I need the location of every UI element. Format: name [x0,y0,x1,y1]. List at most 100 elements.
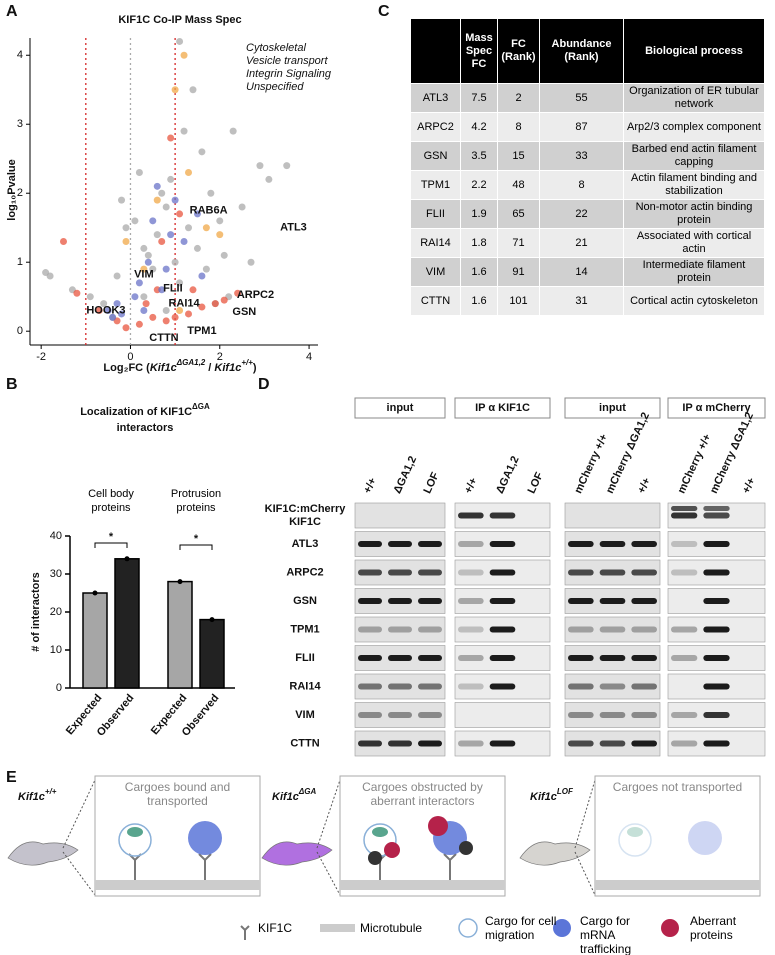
band [703,683,730,690]
band [568,626,594,633]
annotation: VIM [134,269,154,281]
table-cell: CTTN [410,286,461,316]
band [458,655,484,661]
band [489,740,516,747]
table-cell: 8 [539,170,624,200]
point [198,303,206,311]
legend-entry: Aberrant proteins [690,914,737,942]
point [176,37,184,45]
blot-box [354,616,446,643]
y-tick-label: 4 [17,49,23,61]
x-tick-label: 0 [127,351,133,363]
legend-entry: Cargo for cell migration [485,914,557,942]
table-cell: 3.5 [460,141,498,171]
label-part: +/+ [241,358,253,367]
point [162,265,170,273]
significance-label: * [109,531,114,543]
band [489,683,516,690]
band [388,569,412,576]
label-part: Localization of KIF1C [80,406,192,418]
table-row: GSN 3.5 15 33 Barbed end actin filament capp… [410,141,765,171]
table-cell: 2 [497,83,540,113]
band [631,541,657,547]
point [122,238,130,246]
table-cell: 15 [497,141,540,171]
genotype: Kif1cΔGA [272,787,317,803]
band [568,598,594,604]
point [95,307,103,315]
lane-label: LOF [421,470,441,495]
table-cell: Cortical actin cytoskeleton [623,286,765,316]
row-label: RAI14 [289,680,321,692]
annotation: RAI14 [168,298,200,310]
point [140,265,148,273]
panel-letter: A [6,3,18,20]
point [158,286,166,294]
point [149,265,157,273]
table-cell: 8 [497,112,540,142]
band [671,655,698,661]
row-label: GSN [293,595,317,607]
point [162,307,170,315]
point [144,258,152,266]
point [216,217,224,225]
table-cell: VIM [410,257,461,287]
label-part: / [205,362,214,374]
band [388,626,412,633]
table-cell: 31 [539,286,624,316]
table-cell: Non-motor actin binding protein [623,199,765,229]
point [220,251,228,259]
band [418,740,442,747]
point [153,196,161,204]
genotype: Kif1c+/+ [18,787,57,803]
band [358,712,382,718]
band [358,598,382,604]
band [418,541,442,547]
band [489,512,516,519]
point [185,310,193,318]
legend-entry: Unspecified [246,81,304,93]
point [265,175,273,183]
legend-icon [661,919,679,937]
band [358,569,382,576]
label-part: ΔGA1,2 [176,358,206,367]
table-cell: 55 [539,83,624,113]
column-header: Mass Spec FC [460,18,498,84]
kif1c-motor [198,853,212,880]
band [599,541,626,547]
zoom-box [94,775,261,897]
point [46,272,54,280]
point [202,265,210,273]
table-cell: 14 [539,257,624,287]
point [189,286,197,294]
point [176,279,184,287]
column-header: Biological process [623,18,765,84]
point [185,224,193,232]
aberrant-protein [384,842,400,858]
point [209,617,215,623]
point [180,238,188,246]
band [388,541,412,547]
point [167,175,175,183]
kif1c-motor [443,853,457,880]
column-header: IP α mCherry [682,402,751,414]
zoom-line [574,779,596,896]
blot-box [354,702,446,728]
point [104,307,112,315]
band [599,626,626,633]
table-cell: RAI14 [410,228,461,258]
band [568,683,594,690]
band [599,712,626,718]
point [109,313,117,321]
band [388,598,412,604]
point [162,203,170,211]
point [144,251,152,259]
band [671,712,698,718]
band [458,740,484,747]
legend-entry: KIF1C [258,921,293,935]
row-label: CTTN [290,737,319,749]
point [216,231,224,239]
table-cell: Barbed end actin filament capping [623,141,765,171]
point [142,300,150,308]
point [118,196,126,204]
